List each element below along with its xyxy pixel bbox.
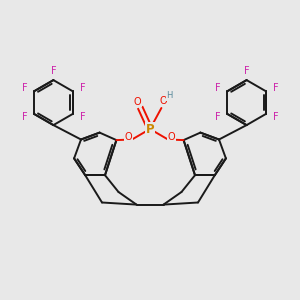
Text: F: F [215,83,220,93]
Text: F: F [215,112,220,122]
Text: F: F [273,83,278,93]
Text: P: P [146,122,154,136]
Text: H: H [167,92,173,100]
Text: O: O [134,97,141,107]
Text: O: O [124,132,132,142]
Text: O: O [160,96,168,106]
Text: F: F [22,112,27,122]
Text: O: O [168,132,176,142]
Text: F: F [80,112,85,122]
Text: F: F [244,66,249,76]
Text: F: F [80,83,85,93]
Text: F: F [273,112,278,122]
Text: F: F [51,66,56,76]
Text: F: F [22,83,27,93]
